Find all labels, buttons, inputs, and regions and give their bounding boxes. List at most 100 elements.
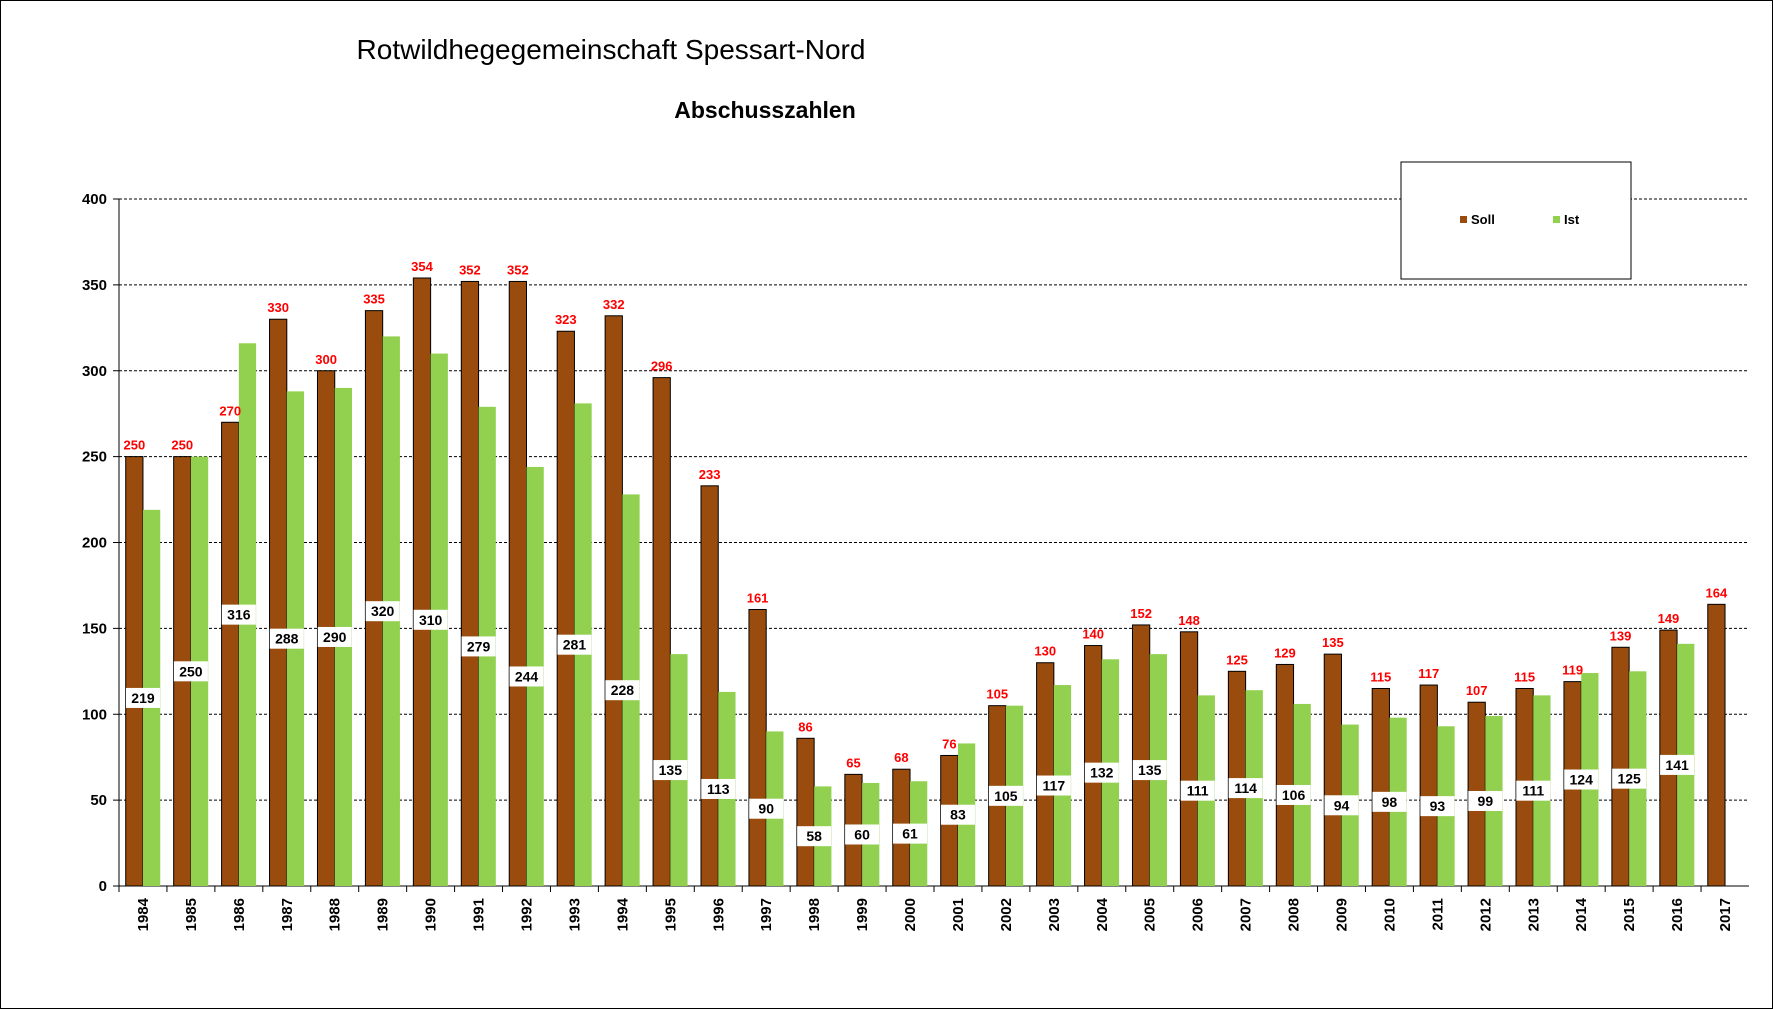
data-label-soll: 119	[1562, 663, 1583, 678]
data-label-ist: 250	[179, 663, 203, 679]
x-tick-label: 1986	[231, 898, 248, 931]
data-label-ist: 99	[1478, 793, 1494, 809]
data-label-ist: 94	[1334, 797, 1350, 813]
data-label-soll: 161	[747, 590, 769, 605]
bar-soll	[1707, 603, 1726, 887]
data-label-ist-bg	[1036, 775, 1071, 796]
bar-soll	[652, 377, 671, 887]
data-label-ist: 132	[1090, 765, 1114, 781]
data-label-ist: 290	[323, 629, 347, 645]
x-tick-label: 2009	[1334, 898, 1351, 931]
legend-label-soll: Soll	[1471, 212, 1495, 227]
data-label-ist: 316	[227, 607, 251, 623]
data-label-soll: 115	[1370, 669, 1391, 684]
data-label-ist-bg	[173, 661, 208, 682]
data-label-soll: 65	[846, 755, 860, 770]
x-tick-label: 2007	[1238, 898, 1255, 931]
x-tick-label: 1984	[135, 897, 152, 931]
x-tick-label: 2012	[1477, 898, 1494, 931]
data-label-ist: 111	[1522, 783, 1544, 799]
data-label-ist-bg	[509, 666, 544, 687]
legend-swatch-soll	[1460, 216, 1467, 223]
data-label-ist: 228	[611, 682, 635, 698]
data-label-soll: 335	[363, 292, 385, 307]
data-label-ist: 141	[1665, 757, 1689, 773]
bar-soll	[269, 318, 288, 887]
bar-soll	[1323, 653, 1343, 887]
bar-soll	[556, 330, 575, 887]
data-label-ist: 124	[1570, 772, 1594, 788]
data-label-ist-bg	[653, 760, 688, 781]
data-label-ist: 125	[1617, 771, 1641, 787]
bar-soll	[1036, 662, 1055, 887]
data-label-ist-bg	[1084, 762, 1119, 783]
data-label-ist: 61	[902, 826, 918, 842]
data-label-ist: 114	[1234, 780, 1257, 796]
bar-soll	[460, 280, 480, 887]
data-label-soll: 352	[507, 262, 529, 277]
data-label-soll: 76	[942, 736, 956, 751]
data-label-ist-bg	[221, 604, 256, 625]
y-tick-label: 250	[82, 449, 107, 466]
data-label-ist-bg	[605, 680, 640, 701]
x-tick-label: 1997	[758, 898, 775, 931]
x-tick-label: 2010	[1381, 898, 1398, 931]
x-tick-label: 1999	[854, 898, 871, 931]
data-label-ist-bg	[749, 798, 784, 819]
data-label-ist-bg	[1324, 795, 1359, 816]
x-tick-label: 2001	[950, 898, 967, 931]
bar-soll	[1371, 687, 1390, 887]
data-label-soll: 139	[1610, 628, 1632, 643]
data-label-ist-bg	[797, 826, 832, 847]
y-tick-label: 0	[99, 878, 107, 895]
data-label-ist-bg	[1612, 768, 1647, 789]
data-label-ist-bg	[1180, 780, 1215, 801]
legend-box	[1400, 161, 1632, 280]
y-tick-label: 50	[90, 792, 107, 809]
bar-soll	[1611, 646, 1630, 887]
data-label-ist-bg	[1660, 754, 1695, 775]
data-label-soll: 233	[699, 467, 721, 482]
data-label-soll: 148	[1178, 613, 1200, 628]
data-label-ist: 219	[131, 690, 155, 706]
data-label-ist-bg	[893, 823, 928, 844]
data-label-ist-bg	[317, 626, 352, 647]
data-label-soll: 135	[1322, 635, 1344, 650]
data-label-ist-bg	[365, 601, 400, 622]
data-label-ist-bg	[1516, 780, 1551, 801]
data-label-soll: 354	[411, 259, 433, 274]
data-label-soll: 105	[986, 687, 1008, 702]
data-label-soll: 152	[1130, 606, 1152, 621]
x-tick-label: 2016	[1669, 898, 1686, 931]
data-label-ist-bg	[988, 785, 1023, 806]
x-tick-label: 2002	[998, 898, 1015, 931]
x-tick-label: 1991	[471, 898, 488, 931]
x-tick-label: 1988	[327, 898, 344, 931]
bar-soll	[796, 737, 815, 887]
bar-soll	[1131, 624, 1151, 887]
bar-soll	[1179, 631, 1199, 887]
data-label-soll: 250	[123, 438, 145, 453]
bar-soll	[1419, 684, 1438, 887]
x-tick-label: 1987	[279, 898, 296, 931]
data-labels: 250 219 250 250 270 316 330 288 300 290 335 320 354 3…	[123, 259, 1728, 847]
data-label-soll: 130	[1034, 644, 1056, 659]
y-tick-label: 100	[82, 706, 107, 723]
x-tick-label: 1989	[375, 898, 392, 931]
data-label-ist-bg	[125, 687, 160, 708]
x-tick-label: 1994	[614, 897, 631, 931]
data-label-ist-bg	[701, 778, 736, 799]
data-label-ist-bg	[940, 804, 975, 825]
x-tick-label: 2003	[1046, 898, 1063, 931]
data-label-ist-bg	[1420, 796, 1455, 817]
bar-soll	[125, 456, 144, 887]
x-tick-label: 1990	[423, 898, 440, 931]
data-label-ist: 117	[1043, 778, 1066, 794]
axes: 0 50 100 150 200 250 300 350 400 1984 1985 1986 1987…	[82, 191, 1749, 931]
data-label-soll: 323	[555, 312, 577, 327]
gridlines	[119, 198, 1749, 801]
data-label-ist: 111	[1187, 783, 1209, 799]
data-label-soll: 140	[1082, 627, 1104, 642]
x-tick-label: 2015	[1621, 898, 1638, 931]
